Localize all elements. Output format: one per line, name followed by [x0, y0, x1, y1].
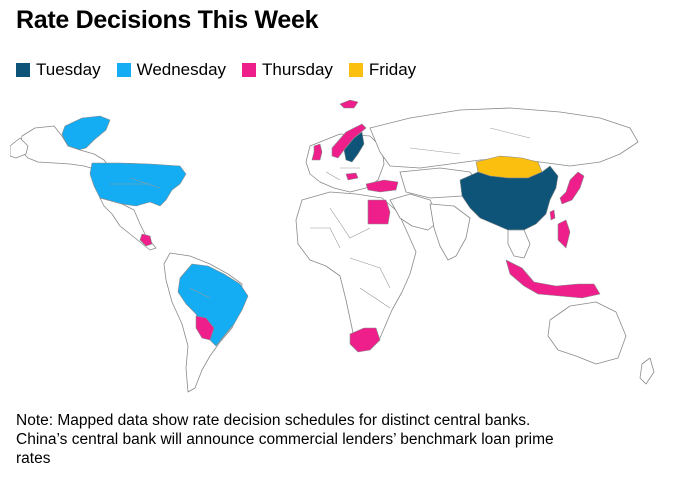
note-line-3: rates	[16, 450, 51, 467]
legend-label-thursday: Thursday	[262, 60, 333, 79]
region-indonesia	[505, 259, 601, 299]
legend-item-tuesday: Tuesday	[16, 60, 101, 80]
region-hungary	[345, 172, 359, 181]
legend-swatch-friday	[348, 63, 363, 77]
legend-item-friday: Friday	[348, 60, 417, 80]
legend-label-friday: Friday	[368, 60, 417, 79]
region-brazil-shape	[177, 263, 249, 347]
chart-note: Note: Mapped data show rate decision sch…	[16, 411, 666, 468]
region-taiwan	[549, 209, 556, 221]
region-new-zealand	[639, 357, 655, 385]
region-nicaragua	[139, 233, 153, 247]
region-turkey	[365, 179, 399, 193]
legend-label-tuesday: Tuesday	[36, 60, 101, 79]
region-south-africa	[349, 327, 381, 353]
legend-swatch-tuesday	[16, 63, 30, 77]
region-india	[429, 203, 471, 261]
region-greenland	[61, 115, 111, 152]
legend-item-wednesday: Wednesday	[116, 60, 227, 80]
region-australia	[547, 301, 627, 365]
legend-swatch-thursday	[242, 63, 257, 77]
region-iceland	[339, 99, 359, 109]
chart-title: Rate Decisions This Week	[16, 6, 319, 34]
region-alaska	[10, 137, 29, 159]
legend-label-wednesday: Wednesday	[136, 60, 227, 79]
region-egypt	[367, 199, 391, 225]
legend-swatch-wednesday	[116, 63, 131, 77]
region-philippines	[557, 219, 571, 249]
note-line-2: China’s central bank will announce comme…	[16, 431, 554, 448]
note-line-1: Note: Mapped data show rate decision sch…	[16, 412, 531, 429]
world-map	[10, 99, 655, 393]
region-europe	[305, 133, 385, 193]
region-russia	[369, 107, 639, 169]
region-sweden	[343, 131, 365, 163]
region-paraguay	[195, 315, 215, 341]
region-china	[459, 165, 559, 231]
legend-item-thursday: Thursday	[242, 60, 333, 80]
legend: Tuesday Wednesday Thursday Friday	[16, 60, 432, 80]
region-united-kingdom	[311, 143, 323, 161]
region-japan	[559, 171, 585, 205]
region-southeast-asia	[507, 229, 531, 259]
region-africa	[295, 191, 417, 351]
country-borders	[110, 127, 531, 309]
region-united-states	[89, 162, 187, 207]
